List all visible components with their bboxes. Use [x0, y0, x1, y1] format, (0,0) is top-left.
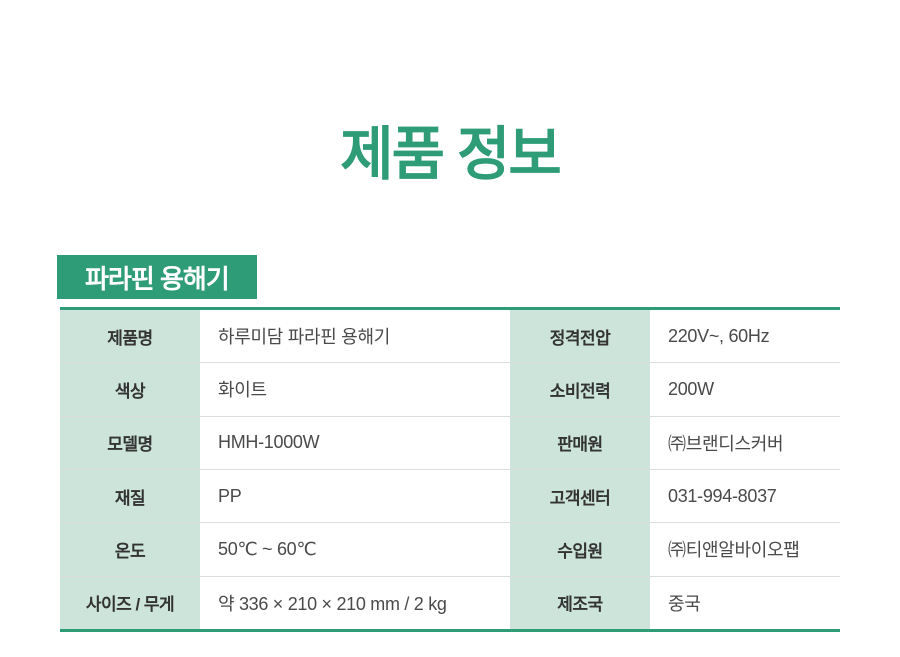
- table-row: 온도 50℃ ~ 60℃ 수입원 ㈜티앤알바이오팹: [60, 523, 840, 577]
- spec-label: 소비전력: [510, 363, 650, 416]
- spec-label: 사이즈 / 무게: [60, 576, 200, 629]
- spec-value: ㈜티앤알바이오팹: [650, 523, 840, 576]
- spec-label: 모델명: [60, 416, 200, 469]
- page-title: 제품 정보: [340, 122, 562, 187]
- spec-value: 하루미담 파라핀 용해기: [200, 310, 510, 363]
- spec-table: 제품명 하루미담 파라핀 용해기 정격전압 220V~, 60Hz 색상 화이트…: [60, 307, 840, 632]
- spec-value: HMH-1000W: [200, 416, 510, 469]
- table-row: 모델명 HMH-1000W 판매원 ㈜브랜디스커버: [60, 416, 840, 470]
- spec-label: 제조국: [510, 576, 650, 629]
- spec-label: 수입원: [510, 523, 650, 576]
- spec-label: 제품명: [60, 310, 200, 363]
- spec-label: 재질: [60, 469, 200, 523]
- spec-label: 판매원: [510, 416, 650, 469]
- spec-label: 색상: [60, 363, 200, 416]
- spec-label: 온도: [60, 523, 200, 576]
- table-row: 재질 PP 고객센터 031-994-8037: [60, 469, 840, 524]
- spec-label: 고객센터: [510, 469, 650, 523]
- spec-value: 약 336 × 210 × 210 mm / 2 kg: [200, 576, 510, 629]
- spec-value: PP: [200, 469, 510, 523]
- spec-value: 031-994-8037: [650, 469, 840, 523]
- spec-value: 50℃ ~ 60℃: [200, 523, 510, 576]
- table-row: 사이즈 / 무게 약 336 × 210 × 210 mm / 2 kg 제조국…: [60, 576, 840, 629]
- spec-value: 화이트: [200, 363, 510, 416]
- table-row: 제품명 하루미담 파라핀 용해기 정격전압 220V~, 60Hz: [60, 310, 840, 364]
- spec-label: 정격전압: [510, 310, 650, 363]
- section-header-paraffin-melter: 파라핀 용해기: [57, 255, 257, 299]
- spec-value: 200W: [650, 363, 840, 416]
- spec-value: 220V~, 60Hz: [650, 310, 840, 363]
- spec-value: ㈜브랜디스커버: [650, 416, 840, 469]
- spec-value: 중국: [650, 576, 840, 629]
- table-row: 색상 화이트 소비전력 200W: [60, 363, 840, 417]
